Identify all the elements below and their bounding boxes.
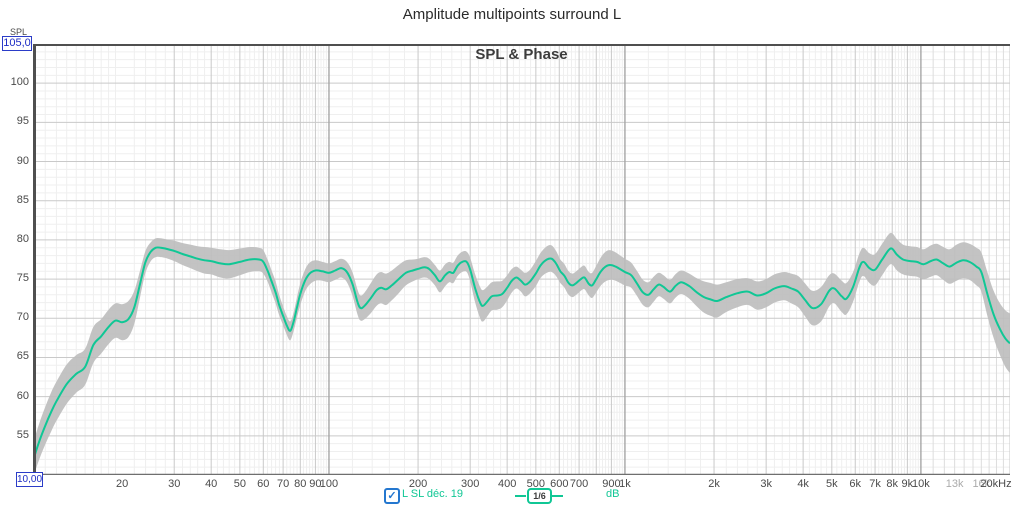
x-tick-label: 100: [319, 478, 339, 490]
x-tick-label: 50: [233, 478, 246, 490]
y-tick-label: 75: [16, 272, 29, 285]
y-tick-label: 70: [16, 311, 29, 324]
chart-title: Amplitude multipoints surround L: [402, 6, 622, 23]
x-tick-label: 7k: [869, 478, 881, 490]
x-tick-label: 300: [460, 478, 480, 490]
x-tick-label: 4k: [797, 478, 809, 490]
x-tick-label: 90: [309, 478, 322, 490]
x-tick-label: 200: [408, 478, 428, 490]
x-tick-label: 400: [497, 478, 517, 490]
legend: ✓ L SL déc. 19 1/6 dB: [0, 486, 1024, 506]
x-tick-label: 60: [257, 478, 270, 490]
trace-line-sample-right: [552, 495, 563, 497]
y-tick-label: 60: [16, 389, 29, 402]
trace-checkbox[interactable]: ✓: [384, 488, 400, 504]
x-tick-label: 6k: [849, 478, 862, 490]
x-tick-label: 30: [168, 478, 181, 490]
x-tick-label: 20: [115, 478, 129, 490]
y-tick-label: 80: [16, 232, 29, 245]
x-tick-label: 8k: [886, 478, 899, 490]
checkmark-icon: ✓: [387, 489, 397, 502]
trace-line-sample-left: [515, 495, 526, 497]
x-tick-label: 600: [550, 478, 569, 490]
x-tick-label: 70: [276, 478, 290, 490]
y-tick-label: 95: [16, 115, 29, 128]
x-tick-label: 80: [294, 478, 307, 490]
plot-heading: SPL & Phase: [475, 46, 568, 63]
y-tick-label: 100: [10, 76, 29, 89]
y-tick-label: 65: [16, 350, 29, 363]
x-tick-label: 500: [526, 478, 546, 490]
x-tick-label: 40: [205, 478, 218, 490]
x-tick-label: 700: [569, 478, 589, 490]
x-tick-label: 20kHz: [980, 478, 1012, 490]
y-max-input[interactable]: 105,0: [2, 36, 32, 51]
y-tick-label: 90: [16, 154, 29, 167]
spl-plot-canvas[interactable]: [33, 44, 1010, 475]
x-tick-label: 16k: [972, 478, 991, 490]
y-tick-label: 55: [16, 428, 29, 441]
unit-label: dB: [606, 488, 620, 500]
y-tick-label: 85: [16, 193, 29, 206]
x-tick-label: 1k: [619, 478, 631, 490]
x-tick-label: 900: [602, 478, 621, 490]
x-tick-label: 9k: [901, 478, 914, 490]
x-tick-label: 10k: [912, 478, 930, 490]
x-min-input[interactable]: 10,00: [16, 472, 43, 487]
x-tick-label: 5k: [825, 478, 838, 490]
x-tick-label: 3k: [760, 478, 772, 490]
x-tick-label: 13k: [945, 478, 964, 490]
x-tick-label: 2k: [708, 478, 720, 490]
y-axis-name: SPL: [10, 27, 28, 37]
trace-label[interactable]: L SL déc. 19: [402, 488, 463, 500]
smoothing-control[interactable]: 1/6: [527, 488, 552, 504]
